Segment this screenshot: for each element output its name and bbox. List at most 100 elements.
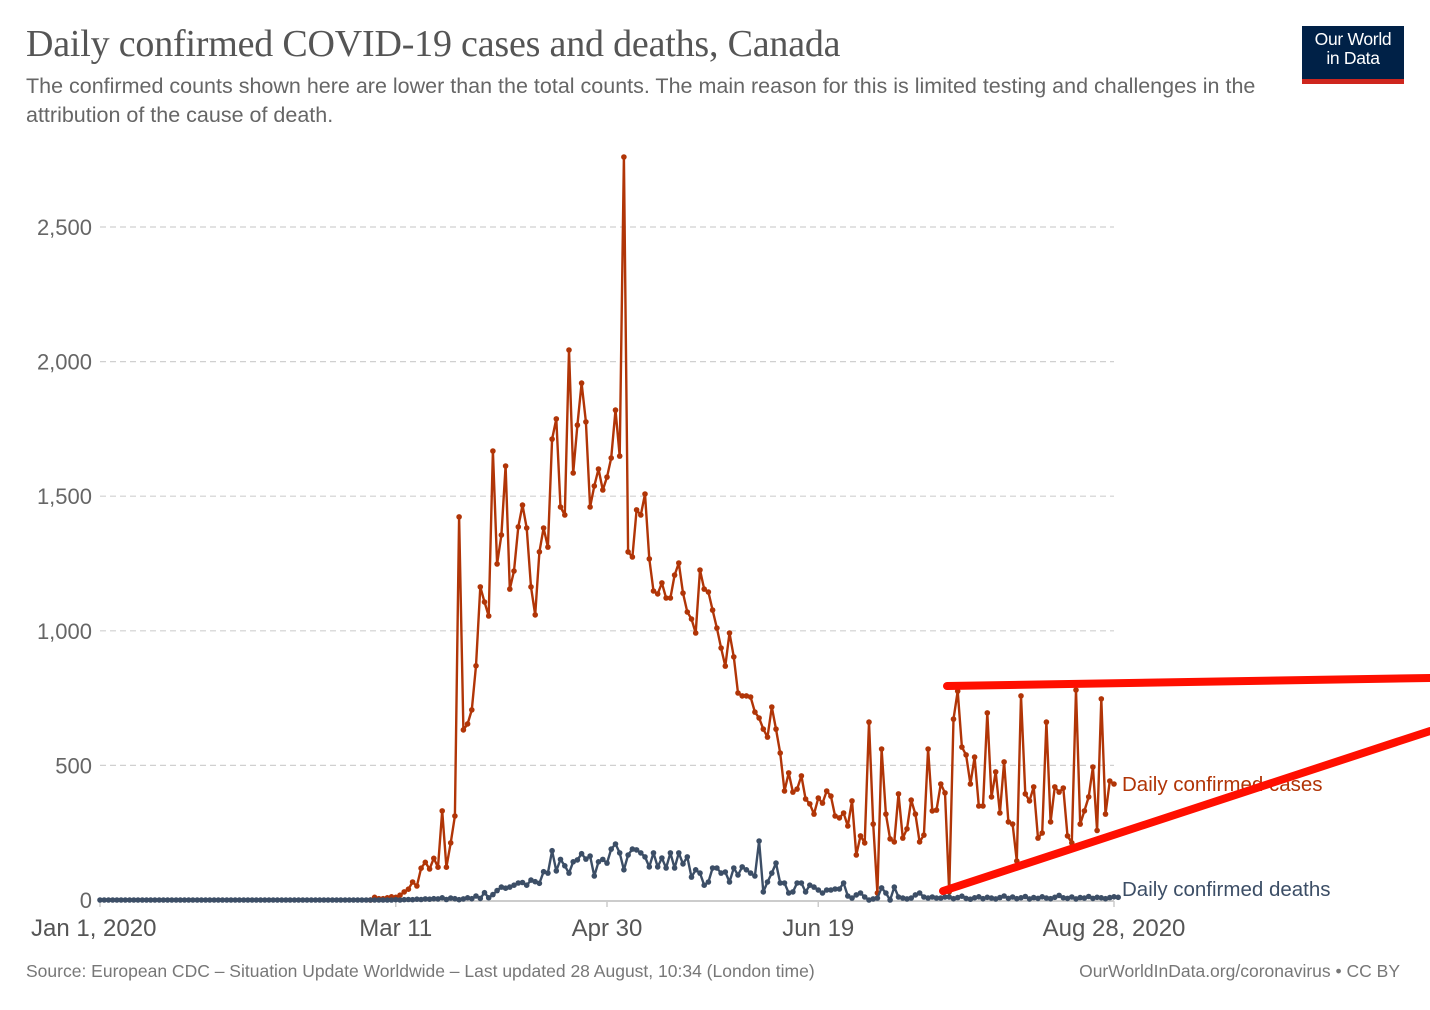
data-point bbox=[494, 887, 500, 894]
data-point bbox=[832, 813, 838, 819]
data-point bbox=[929, 894, 936, 900]
data-point bbox=[718, 870, 724, 876]
data-point bbox=[980, 803, 986, 809]
data-point bbox=[663, 595, 669, 601]
data-point bbox=[743, 693, 750, 699]
data-point bbox=[207, 897, 213, 903]
data-point bbox=[494, 561, 500, 567]
owid-logo[interactable]: Our World in Data bbox=[1302, 26, 1404, 84]
data-point bbox=[1026, 896, 1033, 902]
data-point bbox=[528, 584, 534, 590]
data-point bbox=[511, 882, 517, 888]
data-point bbox=[147, 897, 154, 903]
data-point bbox=[228, 897, 234, 903]
data-point bbox=[663, 865, 669, 871]
data-point bbox=[562, 863, 568, 869]
data-point bbox=[616, 850, 623, 856]
y-axis-ticks: 0 500 1,000 1,500 2,000 2,500 bbox=[37, 215, 92, 913]
data-point bbox=[1094, 827, 1100, 834]
data-point bbox=[401, 896, 408, 903]
data-point bbox=[676, 560, 682, 566]
data-point bbox=[790, 789, 796, 795]
data-point bbox=[667, 850, 674, 856]
data-point bbox=[654, 864, 661, 870]
data-point bbox=[591, 483, 598, 489]
data-point bbox=[612, 407, 619, 413]
data-point bbox=[731, 654, 737, 660]
data-point bbox=[405, 896, 412, 903]
data-point bbox=[456, 514, 462, 520]
data-point bbox=[752, 709, 758, 715]
data-point bbox=[308, 897, 315, 903]
data-point bbox=[680, 590, 686, 596]
legend-deaths: Daily confirmed deaths bbox=[1122, 878, 1331, 901]
data-point bbox=[574, 857, 581, 863]
data-point bbox=[431, 895, 437, 902]
data-point bbox=[836, 886, 843, 892]
data-point bbox=[714, 865, 720, 871]
data-point bbox=[870, 821, 876, 827]
logo-red-bar bbox=[1302, 79, 1404, 84]
data-point bbox=[469, 895, 475, 902]
data-point bbox=[938, 895, 944, 901]
data-point bbox=[638, 850, 644, 856]
data-point bbox=[925, 746, 931, 752]
data-point bbox=[249, 897, 255, 903]
data-point bbox=[840, 880, 847, 886]
data-point bbox=[608, 846, 614, 852]
data-point bbox=[397, 897, 403, 903]
data-point bbox=[232, 897, 238, 903]
data-point bbox=[976, 803, 982, 809]
y-tick-label: 1,000 bbox=[37, 619, 92, 644]
data-point bbox=[836, 815, 843, 821]
data-point bbox=[587, 504, 593, 510]
data-point bbox=[105, 897, 112, 903]
data-point bbox=[443, 896, 450, 903]
data-point bbox=[811, 884, 817, 890]
data-point bbox=[625, 852, 631, 858]
data-point bbox=[1052, 784, 1058, 790]
data-point bbox=[1073, 687, 1079, 693]
data-point bbox=[481, 599, 488, 605]
logo-line-1: Our World bbox=[1314, 29, 1392, 49]
data-point bbox=[714, 625, 720, 631]
data-point bbox=[1077, 821, 1083, 827]
data-point bbox=[502, 463, 509, 469]
data-point bbox=[498, 884, 505, 890]
data-point bbox=[895, 791, 902, 797]
data-point bbox=[650, 588, 657, 594]
data-point bbox=[959, 893, 965, 899]
data-point bbox=[942, 894, 948, 900]
data-point bbox=[595, 859, 602, 865]
data-point bbox=[371, 897, 378, 903]
data-point bbox=[726, 879, 733, 885]
data-point bbox=[904, 826, 910, 832]
data-point bbox=[802, 889, 809, 895]
data-point bbox=[325, 897, 331, 903]
data-point bbox=[101, 897, 107, 903]
data-point bbox=[900, 835, 906, 841]
data-point bbox=[143, 897, 150, 903]
data-point bbox=[202, 897, 209, 903]
data-point bbox=[743, 867, 750, 873]
data-point bbox=[1081, 808, 1088, 814]
data-point bbox=[540, 525, 547, 531]
series-line bbox=[369, 155, 1115, 902]
x-tick-label: Jun 19 bbox=[782, 915, 854, 942]
data-point bbox=[363, 897, 370, 903]
data-point bbox=[215, 897, 222, 903]
data-point bbox=[515, 880, 522, 886]
data-point bbox=[574, 422, 581, 428]
data-point bbox=[701, 882, 707, 888]
data-point bbox=[815, 887, 822, 893]
data-point bbox=[900, 895, 906, 901]
data-point bbox=[156, 897, 162, 903]
data-point bbox=[642, 854, 648, 860]
data-point bbox=[114, 897, 120, 903]
data-point bbox=[354, 897, 361, 903]
credit-link[interactable]: OurWorldInData.org/coronavirus • CC BY bbox=[1079, 961, 1400, 981]
data-point bbox=[781, 788, 788, 794]
data-point bbox=[346, 897, 353, 903]
data-point bbox=[1047, 819, 1054, 825]
data-point bbox=[823, 788, 830, 794]
